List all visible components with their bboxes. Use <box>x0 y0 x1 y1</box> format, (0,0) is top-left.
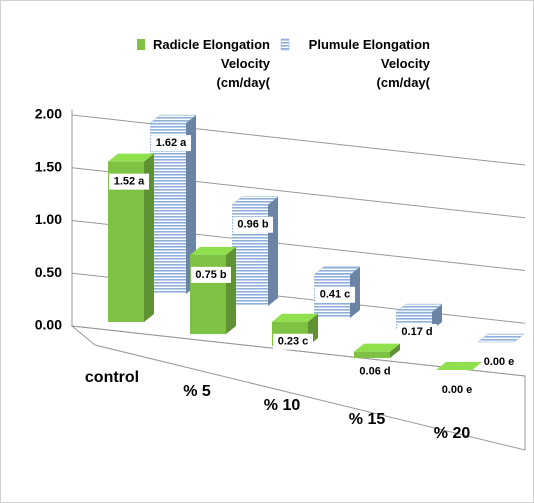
value-label: 0.75 b <box>195 269 226 281</box>
bar-top <box>477 333 525 343</box>
y-tick-label: 1.00 <box>35 211 62 227</box>
value-label-bg <box>109 173 149 190</box>
value-label-bg <box>151 135 191 152</box>
value-label: 0.41 c <box>320 289 351 301</box>
x-tick-label: % 15 <box>349 411 386 428</box>
bar-top <box>272 313 318 322</box>
x-tick-label: % 10 <box>264 397 301 414</box>
bar-top <box>354 343 400 352</box>
x-tick-label: % 20 <box>434 425 471 442</box>
x-tick-label: % 5 <box>183 383 211 400</box>
bar-side <box>186 115 196 294</box>
y-tick-label: 0.00 <box>35 317 62 333</box>
bar-side <box>432 304 442 330</box>
value-label-bg <box>479 354 519 370</box>
bar-side <box>144 153 154 322</box>
value-label: 1.52 a <box>114 176 145 188</box>
x-tick-label: control <box>85 369 139 386</box>
value-label-bg <box>315 286 355 303</box>
value-label: 0.17 d <box>401 326 432 338</box>
value-label-bg <box>437 382 477 398</box>
value-label: 1.62 a <box>156 137 187 149</box>
legend-label: Radicle Elongation Velocity (cm/day( <box>152 37 270 90</box>
bar <box>354 351 390 358</box>
value-label-bg <box>191 266 231 283</box>
bar-top <box>436 362 482 370</box>
y-tick-label: 1.50 <box>35 158 62 174</box>
value-label-bg <box>397 324 437 341</box>
value-label-bg <box>355 363 395 380</box>
legend-label: Plumule Elongation Velocity (cm/day( <box>308 37 430 90</box>
bar-top <box>190 246 236 255</box>
bar <box>150 123 186 294</box>
y-tick-label: 2.00 <box>35 106 62 122</box>
bar-side <box>226 246 236 334</box>
legend-marker <box>280 38 290 51</box>
legend-marker <box>137 39 145 50</box>
value-label: 0.06 d <box>359 366 390 378</box>
value-label: 0.23 c <box>278 336 309 348</box>
value-label: 0.96 b <box>237 219 268 231</box>
bar-top <box>108 153 154 162</box>
bar <box>190 254 226 334</box>
y-tick-label: 0.50 <box>35 264 62 280</box>
value-label-bg <box>233 216 273 233</box>
bar-side <box>390 343 400 358</box>
value-label: 0.00 e <box>484 356 515 368</box>
value-label: 0.00 e <box>442 384 473 396</box>
value-label-bg <box>273 333 313 350</box>
grid-line <box>71 114 526 166</box>
bar-side <box>268 196 278 306</box>
